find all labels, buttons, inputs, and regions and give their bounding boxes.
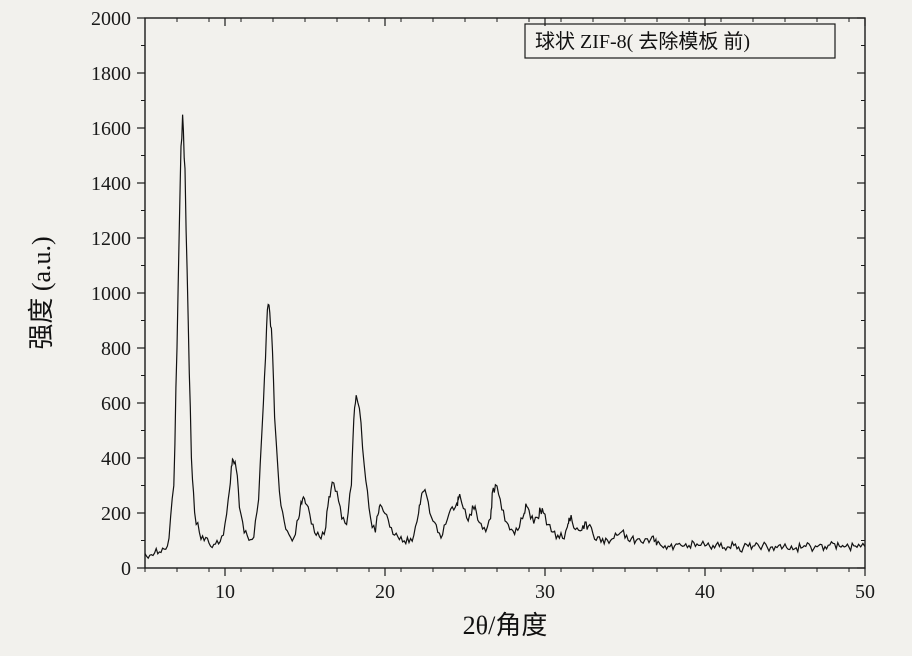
y-tick-label: 1400 bbox=[91, 173, 131, 195]
y-tick-label: 0 bbox=[121, 558, 131, 580]
x-tick-label: 30 bbox=[535, 581, 555, 603]
y-tick-label: 1200 bbox=[91, 228, 131, 250]
x-axis-title: 2θ/角度 bbox=[463, 611, 548, 640]
xrd-chart: 10 20 30 40 50 0 200 400 600 800 1000 1200 1400 1600 1… bbox=[0, 0, 912, 656]
y-tick-label: 1000 bbox=[91, 283, 131, 305]
y-tick-label: 2000 bbox=[91, 8, 131, 30]
y-tick-label: 1800 bbox=[91, 63, 131, 85]
y-tick-label: 600 bbox=[101, 393, 131, 415]
y-tick-label: 400 bbox=[101, 448, 131, 470]
x-tick-label: 20 bbox=[375, 581, 395, 603]
y-tick-label: 800 bbox=[101, 338, 131, 360]
chart-container: { "chart": { "type": "line", "background… bbox=[0, 0, 912, 656]
x-tick-label: 40 bbox=[695, 581, 715, 603]
x-tick-label: 10 bbox=[215, 581, 235, 603]
y-axis-title: 强度 (a.u.) bbox=[27, 236, 56, 349]
x-tick-label: 50 bbox=[855, 581, 875, 603]
legend-text: 球状 ZIF-8( 去除模板 前) bbox=[535, 30, 750, 53]
plot-frame bbox=[145, 18, 865, 568]
y-tick-label: 200 bbox=[101, 503, 131, 525]
y-tick-label: 1600 bbox=[91, 118, 131, 140]
xrd-trace bbox=[145, 115, 865, 559]
